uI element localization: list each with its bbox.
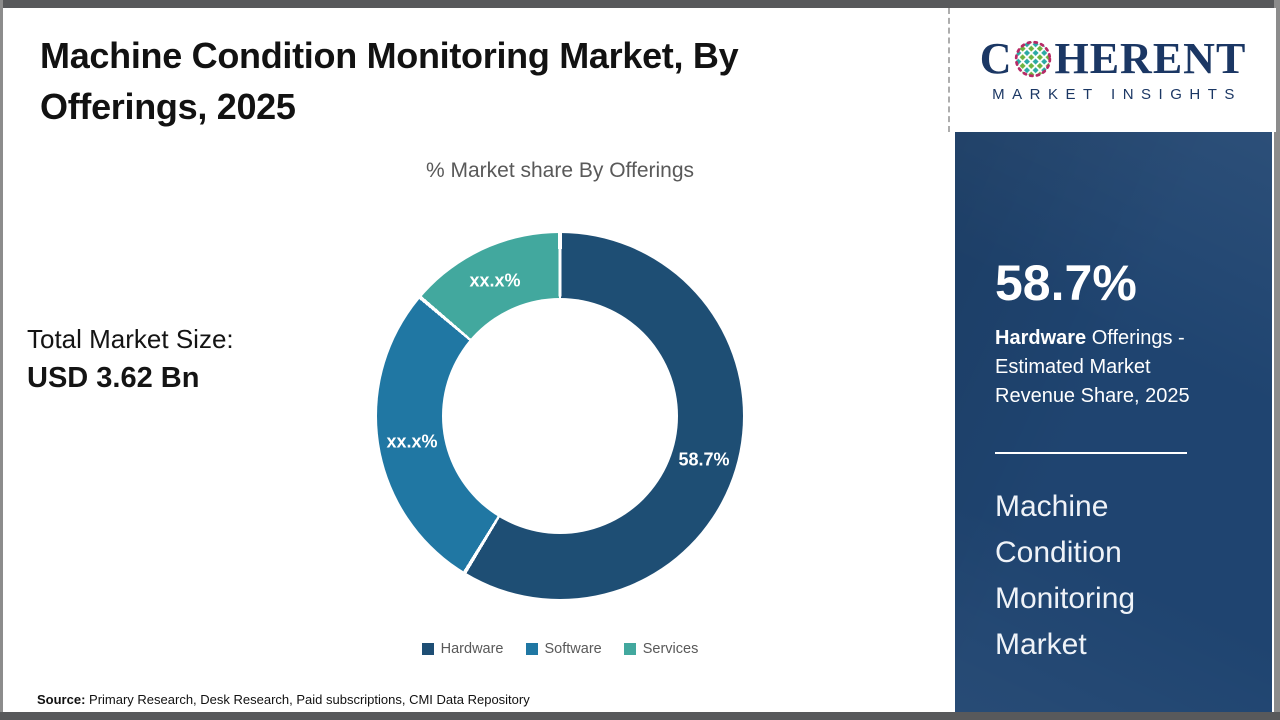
source-label: Source:: [37, 692, 86, 707]
highlight-panel: 58.7% Hardware Offerings - Estimated Mar…: [955, 132, 1272, 712]
coherent-wordmark: C HERENT: [980, 37, 1247, 81]
source-note: Source: Primary Research, Desk Research,…: [37, 692, 530, 707]
source-text: Primary Research, Desk Research, Paid su…: [85, 692, 530, 707]
legend-label-software: Software: [544, 641, 602, 657]
legend-label-services: Services: [642, 641, 699, 657]
panel-stat-value: 58.7%: [995, 255, 1137, 311]
dotted-globe-icon: [1015, 40, 1052, 78]
frame-bottom-bar: [0, 712, 1280, 720]
panel-market-name: Machine Condition Monitoring Market: [995, 490, 1136, 661]
donut-hole: [442, 298, 678, 534]
chart-title: % Market share By Offerings: [425, 159, 695, 182]
panel-divider: [995, 452, 1187, 454]
panel-desc-rest: Offerings - Estimated Market Revenue Sha…: [995, 327, 1190, 407]
logo-subtitle: MARKET INSIGHTS: [992, 86, 1242, 103]
total-market-size-label: Total Market Size:: [27, 324, 234, 354]
wordmark-c: C: [979, 34, 1013, 83]
wordmark-rest: HERENT: [1054, 34, 1247, 83]
slice-label-services: xx.x%: [469, 270, 521, 291]
legend-item-services: Services: [623, 641, 699, 657]
legend-item-hardware: Hardware: [421, 641, 504, 657]
sidebar-dashed-divider: [948, 8, 950, 132]
legend-swatch-hardware: [421, 643, 434, 655]
total-market-size-value: USD 3.62 Bn: [27, 362, 200, 394]
panel-desc-bold: Hardware: [995, 327, 1087, 349]
coherent-logo: C HERENT: [950, 8, 1276, 132]
frame-top-bar: [0, 0, 1280, 8]
legend-swatch-software: [525, 643, 538, 655]
total-market-size: Total Market Size: USD 3.62 Bn: [27, 324, 234, 395]
donut-chart: 58.7% xx.x% xx.x%: [377, 233, 743, 599]
slice-label-hardware: 58.7%: [678, 449, 730, 470]
panel-stat-description: Hardware Offerings - Estimated Market Re…: [995, 324, 1223, 411]
legend-label-hardware: Hardware: [440, 641, 504, 657]
sidebar: C HERENT: [948, 8, 1276, 712]
frame-left-edge: [0, 0, 3, 720]
legend-swatch-services: [623, 643, 636, 655]
slice-label-software: xx.x%: [386, 431, 438, 452]
frame-right-edge: [1274, 0, 1280, 720]
chart-legend: Hardware Software Services: [280, 641, 840, 657]
page-title: Machine Condition Monitoring Market, By …: [40, 35, 739, 127]
legend-item-software: Software: [525, 641, 602, 657]
